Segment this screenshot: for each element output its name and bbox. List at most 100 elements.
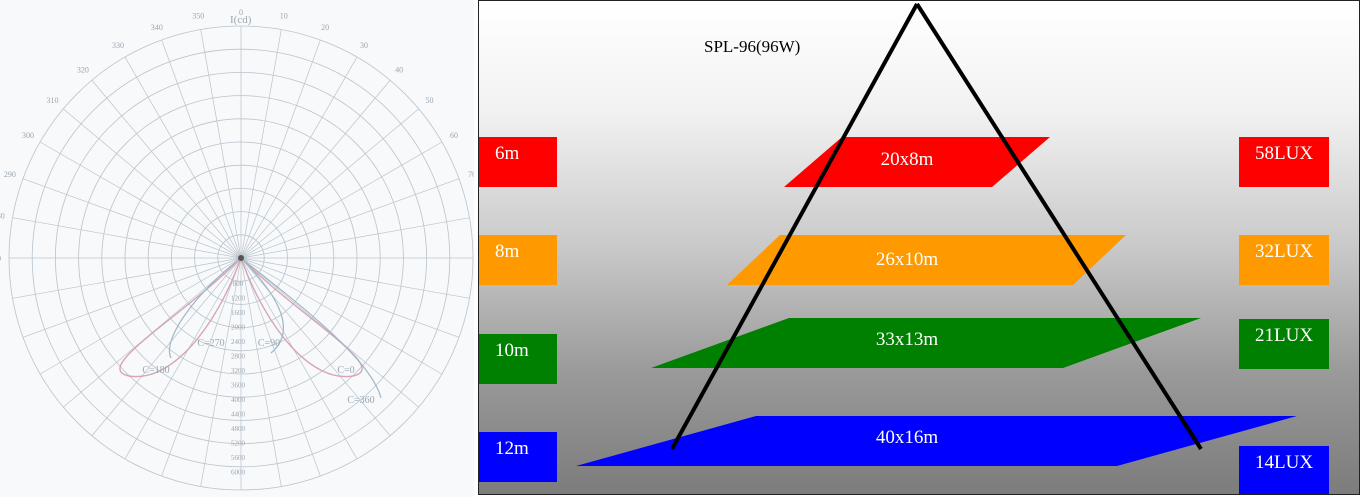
curve-c180	[119, 257, 242, 378]
polar-radial-label: 6000	[231, 469, 246, 477]
polar-intensity-chart: 270 280 290 300 310 320 330 340 350 0 10 20 30 40 50 60…	[0, 0, 474, 497]
height-box-10m: 10m	[479, 334, 557, 384]
polar-curve-label: C=270	[197, 338, 224, 349]
coverage-plane-10m	[651, 318, 1201, 368]
polar-spoke	[22, 178, 242, 259]
height-box-12m: 12m	[479, 432, 557, 482]
polar-spoke	[240, 56, 358, 259]
lux-label: 21LUX	[1255, 325, 1314, 346]
polar-spoke	[240, 257, 358, 460]
height-label: 12m	[495, 438, 529, 459]
coverage-plane-12m	[576, 416, 1297, 466]
polar-radial-label: 4800	[231, 425, 246, 433]
height-box-6m: 6m	[479, 137, 557, 187]
polar-angle-label: 60	[450, 131, 458, 140]
polar-radial-label: 1200	[231, 295, 246, 303]
polar-spoke	[91, 257, 242, 436]
polar-spoke	[124, 56, 242, 259]
curve-c90	[240, 257, 284, 354]
polar-spoke	[240, 257, 443, 375]
polar-curve-label: C=0	[337, 365, 354, 376]
polar-angle-label: 20	[321, 23, 329, 32]
diagram-title: SPL-96(96W)	[704, 37, 801, 56]
polar-spoke	[240, 257, 321, 477]
polar-spoke	[39, 257, 242, 375]
polar-spoke	[240, 217, 470, 259]
polar-radial-label: 3200	[231, 367, 246, 375]
polar-angle-label: 310	[47, 96, 59, 105]
polar-spoke	[240, 141, 443, 259]
polar-curve-label: C=360	[347, 395, 374, 406]
polar-angle-label: 320	[77, 66, 89, 75]
lux-label: 32LUX	[1255, 241, 1314, 262]
polar-spoke	[63, 108, 242, 259]
polar-radial-label: 2000	[231, 324, 246, 332]
polar-radial-label: 5600	[231, 454, 246, 462]
polar-angle-label: 10	[280, 12, 288, 21]
polar-angle-label: 340	[151, 23, 163, 32]
polar-spoke	[124, 257, 242, 460]
polar-spoke	[240, 39, 321, 259]
polar-angle-label: 40	[395, 66, 403, 75]
polar-spoke	[240, 257, 391, 436]
polar-spoke	[161, 39, 242, 259]
polar-spoke	[240, 257, 282, 487]
polar-spoke	[91, 80, 242, 259]
polar-spoke	[240, 257, 460, 338]
curve-c0	[240, 257, 363, 378]
polar-spoke	[240, 108, 419, 259]
lux-box-58: 58LUX	[1239, 137, 1329, 187]
polar-spoke	[240, 29, 282, 259]
area-label-20x8: 20x8m	[880, 149, 934, 170]
polar-angle-label: 30	[360, 41, 368, 50]
lux-box-14: 14LUX	[1239, 446, 1329, 494]
polar-spoke	[39, 141, 242, 259]
polar-radial-label: 4400	[231, 411, 246, 419]
height-label: 6m	[495, 143, 520, 164]
polar-radial-label: 2800	[231, 353, 246, 361]
coverage-planes	[576, 2, 1297, 466]
light-coverage-diagram: SPL-96(96W) 6m 8m 10m 12m 58LUX 32LUX 21…	[478, 0, 1360, 495]
polar-spoke	[12, 257, 242, 299]
polar-radial-label: 800	[233, 280, 244, 288]
area-label-33x13: 33x13m	[875, 329, 939, 350]
coverage-plane-6m	[784, 137, 1050, 187]
polar-centre	[238, 255, 244, 261]
polar-spoke	[12, 217, 242, 259]
lux-label: 14LUX	[1255, 452, 1314, 473]
curve-c360	[240, 257, 382, 399]
lux-box-21: 21LUX	[1239, 319, 1329, 369]
polar-spoke	[240, 80, 391, 259]
polar-curve-label: C=90	[258, 338, 280, 349]
polar-spoke	[161, 257, 242, 477]
curve-c270	[168, 257, 242, 359]
polar-angle-label: 270	[0, 254, 1, 263]
polar-curve-label: C=180	[142, 365, 169, 376]
polar-angle-label: 280	[0, 211, 5, 220]
polar-spoke	[22, 257, 242, 338]
polar-spoke	[240, 178, 460, 259]
coverage-plane-8m	[727, 235, 1126, 285]
height-label: 8m	[495, 241, 520, 262]
polar-angle-label: 350	[192, 12, 204, 21]
cone-right-edge	[915, 2, 1203, 451]
polar-angle-label: 300	[22, 131, 34, 140]
polar-spoke	[240, 257, 470, 299]
height-label: 10m	[495, 340, 529, 361]
polar-radial-label: 5200	[231, 440, 246, 448]
polar-spoke	[200, 29, 242, 259]
area-label-26x10: 26x10m	[875, 249, 939, 270]
polar-top-label: I(cd)	[230, 14, 252, 26]
lux-label: 58LUX	[1255, 143, 1314, 164]
polar-radial-label: 4000	[231, 396, 246, 404]
cone-left-edge	[670, 3, 919, 450]
polar-angle-label: 50	[425, 96, 433, 105]
area-label-40x16: 40x16m	[875, 427, 939, 448]
polar-angle-label: 290	[4, 170, 16, 179]
polar-grid: 270 280 290 300 310 320 330 340 350 0 10 20 30 40 50 60…	[0, 8, 474, 491]
polar-angle-label: 330	[112, 41, 124, 50]
height-box-8m: 8m	[479, 235, 557, 285]
polar-radial-label: 3600	[231, 382, 246, 390]
lux-box-32: 32LUX	[1239, 235, 1329, 285]
polar-radial-label: 1600	[231, 309, 246, 317]
